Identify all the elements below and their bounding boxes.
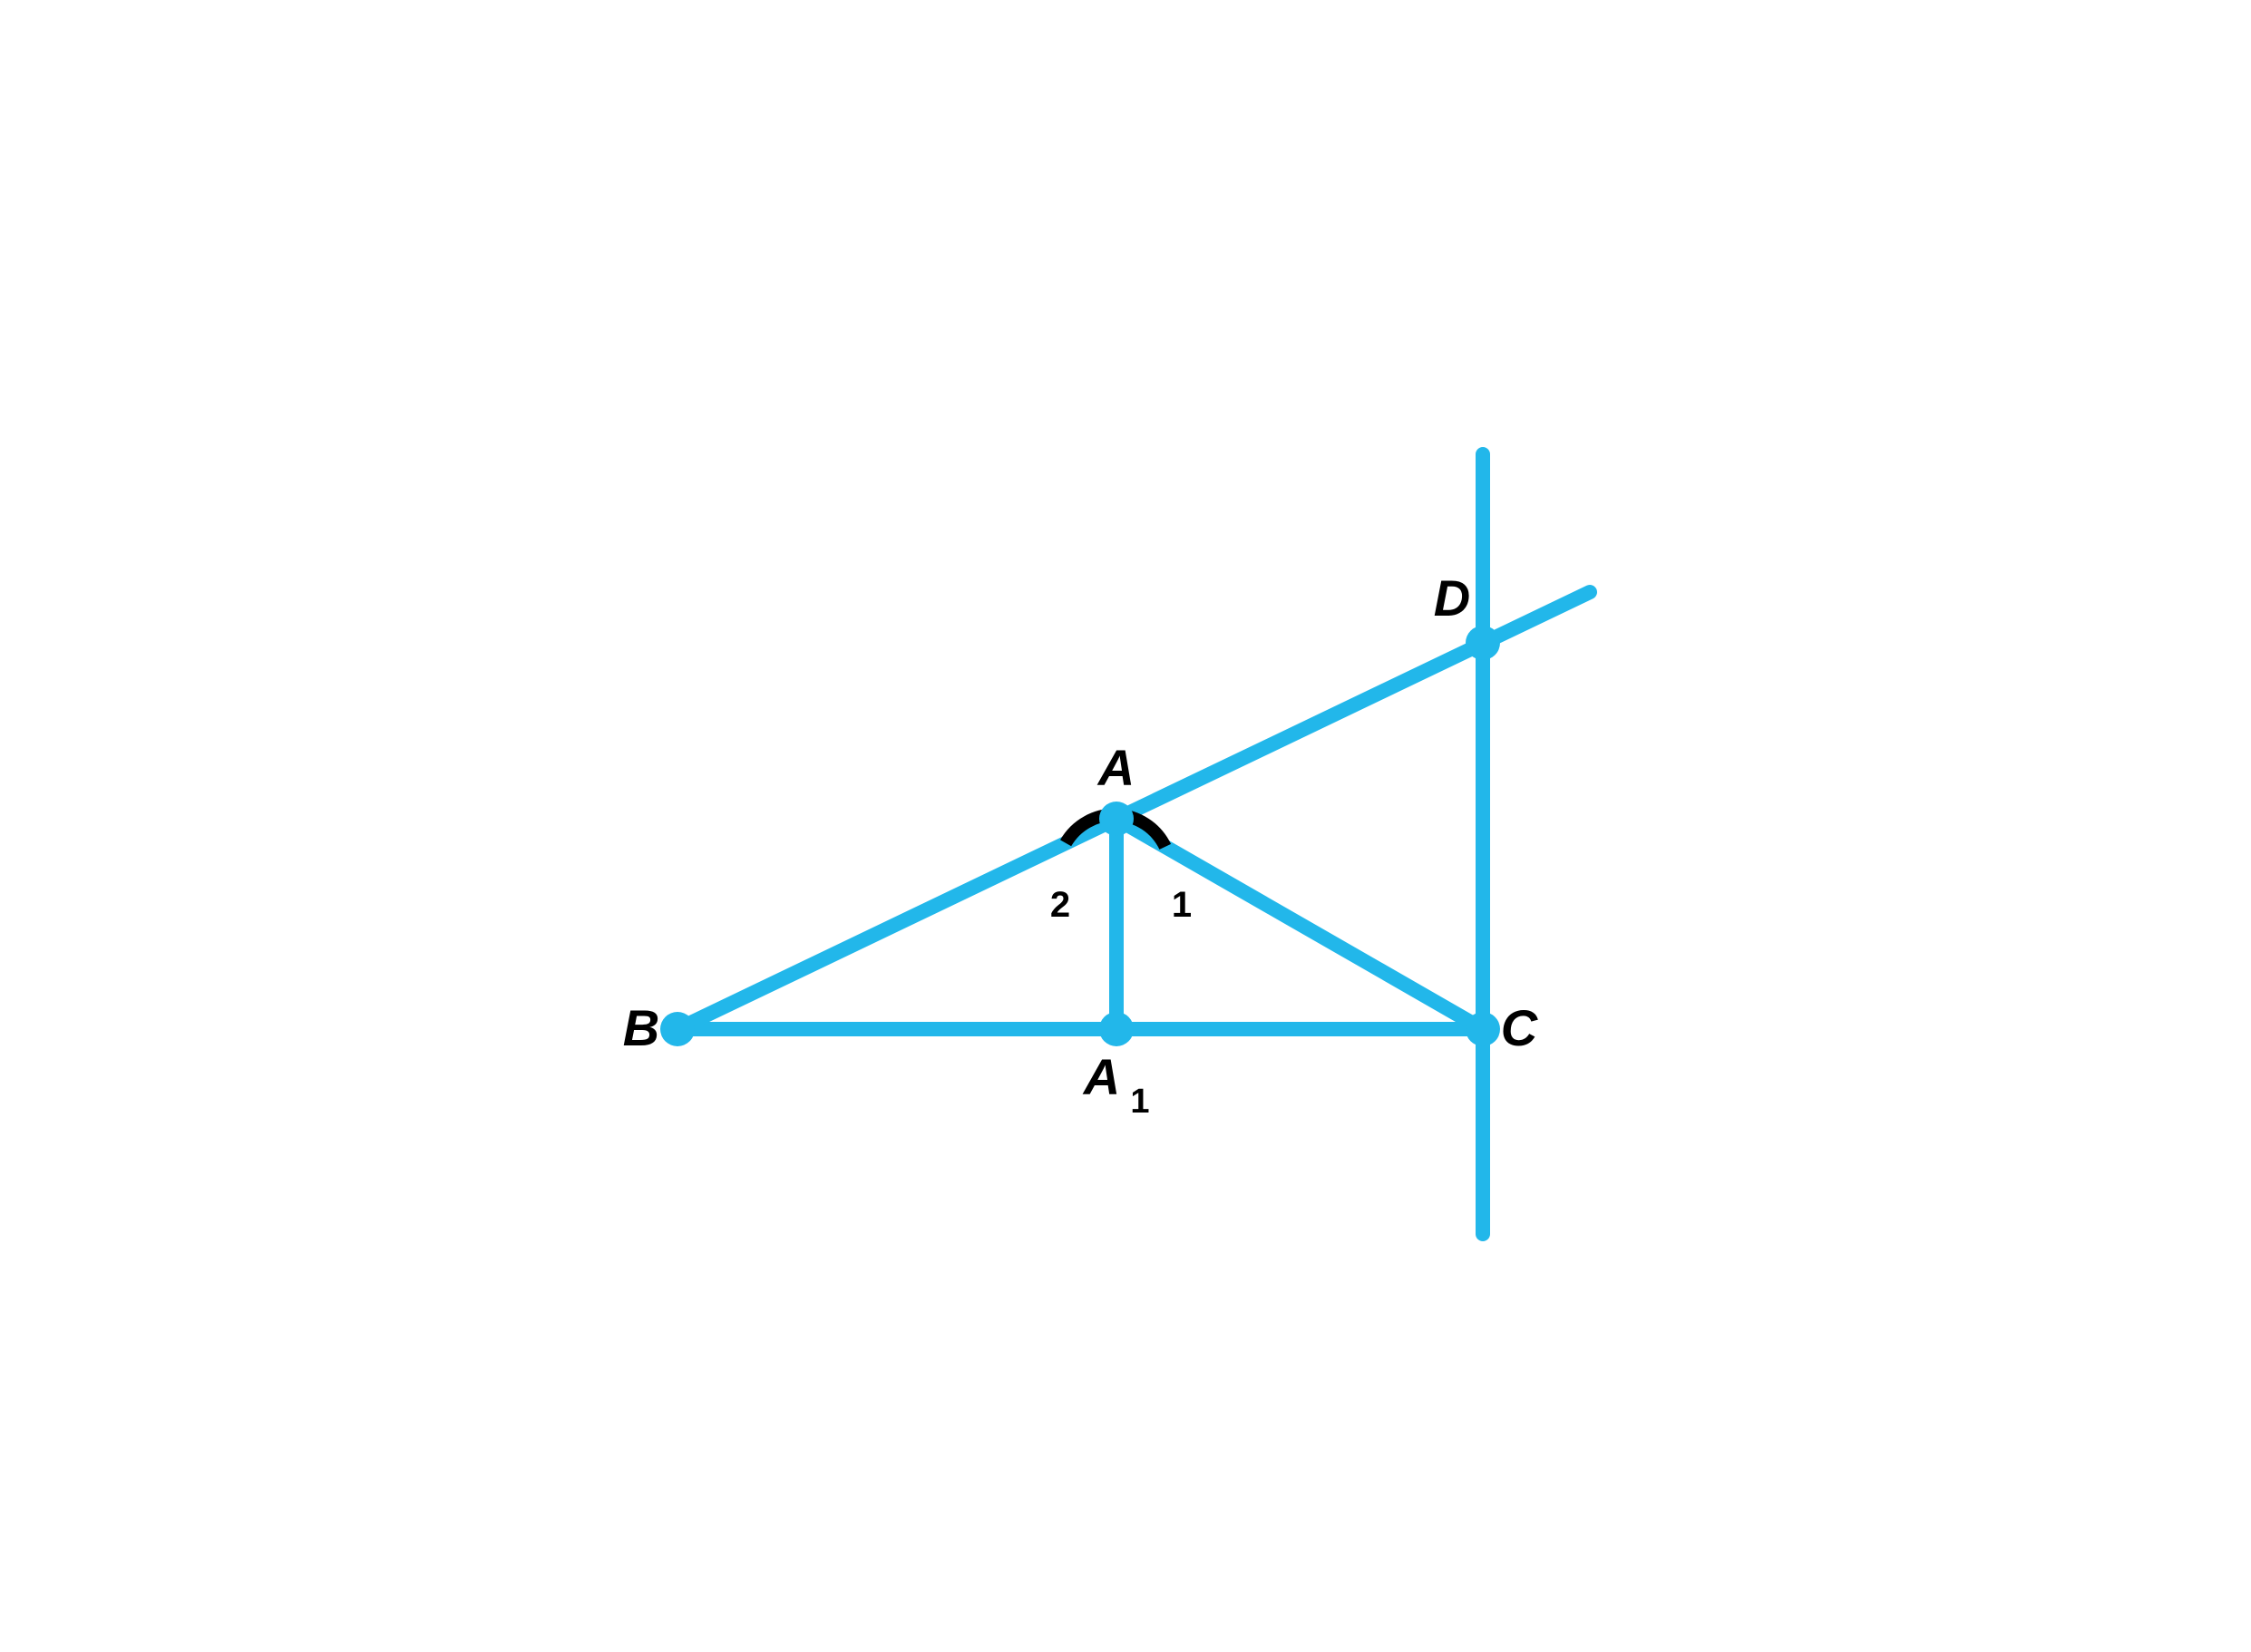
label-A1-sub: 1 — [1130, 1083, 1149, 1121]
label-C: C — [1501, 999, 1539, 1056]
point-B — [660, 1012, 695, 1046]
label-D: D — [1434, 569, 1470, 627]
label-A1: A — [1082, 1048, 1120, 1105]
point-A — [1099, 802, 1134, 836]
angle-label-n1: 1 — [1172, 885, 1192, 925]
point-A1 — [1099, 1012, 1134, 1046]
label-B: B — [623, 999, 659, 1056]
angle-label-n2: 2 — [1050, 885, 1070, 925]
point-C — [1466, 1012, 1500, 1046]
geometry-diagram: ABCDA112 — [545, 400, 1706, 1252]
point-D — [1466, 626, 1500, 660]
label-A: A — [1096, 739, 1135, 796]
